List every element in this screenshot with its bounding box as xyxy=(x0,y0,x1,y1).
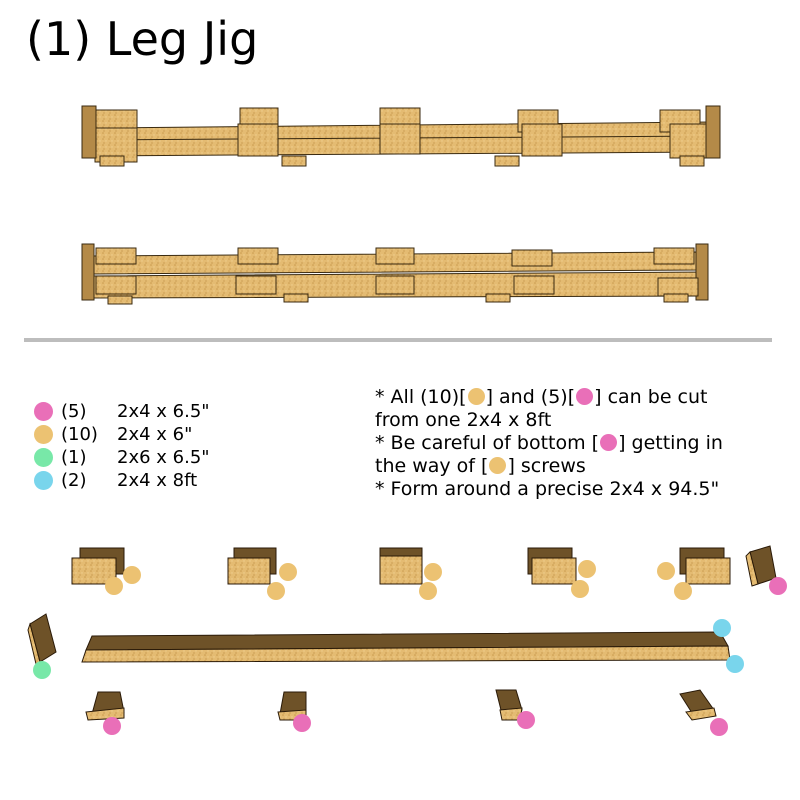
exploded-parts-view xyxy=(27,545,787,736)
foot-block xyxy=(283,293,309,303)
foot-block xyxy=(663,293,689,303)
tan-marker xyxy=(419,582,437,600)
note-text: the way of [ xyxy=(375,455,489,477)
tan-marker xyxy=(571,580,589,598)
note-line: from one 2x4 x 8ft xyxy=(375,409,552,431)
leg-block xyxy=(237,247,279,265)
tan-dot-icon xyxy=(467,388,485,405)
leg-block xyxy=(379,123,421,155)
blue-dot-icon xyxy=(34,471,53,490)
section-divider xyxy=(24,338,772,342)
note-text: * All (10)[ xyxy=(375,386,467,408)
note-text: ] getting in xyxy=(618,432,723,454)
leg-block xyxy=(511,249,553,267)
tan-marker xyxy=(123,566,141,584)
notes: * All (10)[ ] and (5)[ ] can be cut from o… xyxy=(375,386,785,501)
leg-block xyxy=(513,275,555,295)
end-block xyxy=(81,243,95,301)
tan-block-pair xyxy=(527,547,596,598)
foot-block xyxy=(494,155,520,167)
foot-block xyxy=(281,155,307,167)
legend-row: (5) 2x4 x 6.5" xyxy=(34,400,210,423)
end-block xyxy=(705,105,721,159)
tan-marker xyxy=(267,582,285,600)
legend-size: 2x4 x 8ft xyxy=(117,470,198,491)
tan-block-pair xyxy=(379,547,442,600)
tan-block-pair xyxy=(71,547,141,595)
note-line: * All (10)[ ] and (5)[ ] can be cut xyxy=(375,386,785,409)
green-marker xyxy=(33,661,51,679)
legend-size: 2x4 x 6" xyxy=(117,424,193,445)
foot-block xyxy=(107,295,133,305)
leg-block xyxy=(521,123,563,157)
note-text: ] can be cut xyxy=(594,386,708,408)
foot-block xyxy=(679,155,705,167)
pink-foot-block xyxy=(679,689,728,736)
tan-marker xyxy=(105,577,123,595)
page-title: (1) Leg Jig xyxy=(26,12,259,66)
leg-block xyxy=(657,277,699,297)
legend-qty: (5) xyxy=(61,401,87,422)
tan-marker xyxy=(674,582,692,600)
tan-dot-icon xyxy=(34,425,53,444)
pink-dot-icon xyxy=(576,388,594,405)
note-text: * Be careful of bottom [ xyxy=(375,432,600,454)
tan-dot-icon xyxy=(489,457,507,474)
end-block xyxy=(695,243,709,301)
note-line: * Form around a precise 2x4 x 94.5" xyxy=(375,478,720,500)
cut-list-legend: (5) 2x4 x 6.5" (10) 2x4 x 6" (1) 2x6 x 6… xyxy=(34,400,210,492)
blue-marker xyxy=(726,655,744,673)
legend-row: (1) 2x6 x 6.5" xyxy=(34,446,210,469)
legend-row: (10) 2x4 x 6" xyxy=(34,423,210,446)
tan-block-pair xyxy=(227,547,297,600)
legend-qty: (2) xyxy=(61,470,87,491)
pink-marker xyxy=(517,711,535,729)
note-text: ] screws xyxy=(507,455,586,477)
legend-size: 2x6 x 6.5" xyxy=(117,447,210,468)
leg-block xyxy=(375,247,415,265)
tan-marker xyxy=(578,560,596,578)
foot-block xyxy=(485,293,511,303)
leg-block xyxy=(653,247,695,265)
long-rail-pair xyxy=(81,619,744,673)
assembled-jig-view-1 xyxy=(81,105,721,167)
blue-marker xyxy=(713,619,731,637)
pink-foot-block xyxy=(277,691,311,732)
note-line: the way of [ ] screws xyxy=(375,455,785,478)
pink-dot-icon xyxy=(34,402,53,421)
green-dot-icon xyxy=(34,448,53,467)
legend-row: (2) 2x4 x 8ft xyxy=(34,469,210,492)
pink-marker xyxy=(769,577,787,595)
tan-marker xyxy=(279,563,297,581)
pink-foot-block xyxy=(85,691,125,735)
leg-block xyxy=(375,275,415,295)
tan-block-pair xyxy=(657,547,731,600)
leg-block xyxy=(95,247,137,265)
note-line: * Be careful of bottom [ ] getting in xyxy=(375,432,785,455)
legend-qty: (1) xyxy=(61,447,87,468)
pink-end-block xyxy=(745,545,787,595)
end-block xyxy=(81,105,97,159)
pink-marker xyxy=(710,718,728,736)
tan-marker xyxy=(657,562,675,580)
pink-foot-block xyxy=(495,689,535,729)
leg-block xyxy=(235,275,277,295)
foot-block xyxy=(99,155,125,167)
tan-marker xyxy=(424,563,442,581)
pink-marker xyxy=(293,714,311,732)
note-text: ] and (5)[ xyxy=(485,386,576,408)
leg-block xyxy=(237,123,279,157)
pink-dot-icon xyxy=(600,434,618,451)
assembled-jig-view-2 xyxy=(81,243,709,305)
leg-block xyxy=(669,123,711,159)
pink-marker xyxy=(103,717,121,735)
green-end-block xyxy=(27,613,57,679)
leg-block xyxy=(95,275,137,295)
legend-qty: (10) xyxy=(61,424,98,445)
legend-size: 2x4 x 6.5" xyxy=(117,401,210,422)
